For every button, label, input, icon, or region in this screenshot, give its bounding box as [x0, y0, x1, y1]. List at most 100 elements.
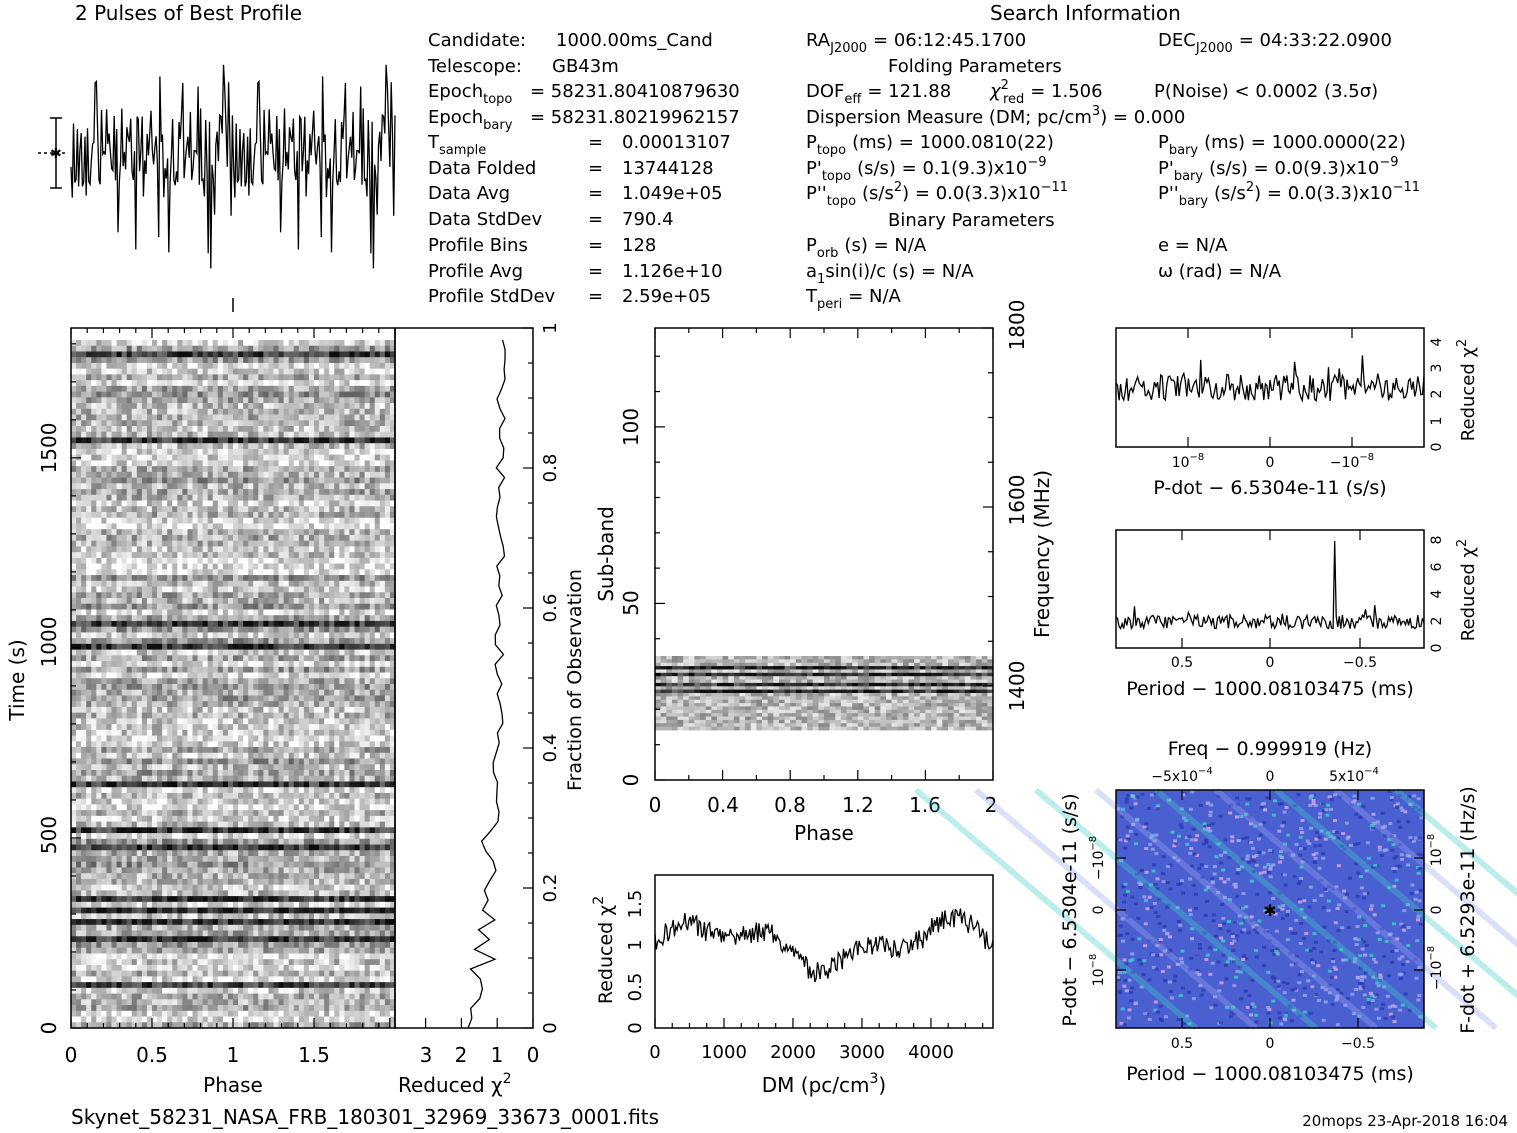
- greyscale-cell: [131, 385, 138, 392]
- greyscale-cell: [76, 345, 82, 352]
- greyscale-cell: [298, 764, 305, 771]
- greyscale-cell: [253, 729, 259, 736]
- greyscale-cell: [111, 426, 117, 433]
- greyscale-cell: [207, 534, 214, 542]
- data-std-label: Data StdDev: [428, 209, 543, 230]
- greyscale-cell: [243, 483, 249, 490]
- greyscale-cell: [268, 764, 274, 771]
- greyscale-cell: [91, 540, 97, 547]
- greyscale-cell: [197, 758, 204, 765]
- greyscale-cell: [374, 580, 381, 587]
- greyscale-cell: [227, 620, 234, 628]
- greyscale-cell: [126, 580, 133, 587]
- greyscale-cell: [76, 764, 82, 771]
- greyscale-cell: [76, 775, 82, 782]
- greyscale-cell: [131, 374, 138, 381]
- greyscale-cell: [263, 655, 269, 662]
- greyscale-cell: [379, 643, 386, 650]
- greyscale-cell: [162, 609, 168, 616]
- greyscale-cell: [369, 729, 376, 736]
- greyscale-cell: [253, 724, 259, 731]
- greyscale-cell: [354, 385, 360, 392]
- greyscale-cell: [263, 517, 269, 524]
- greyscale-cell: [222, 466, 229, 473]
- greyscale-cell: [76, 575, 82, 582]
- greyscale-cell: [303, 374, 310, 381]
- greyscale-cell: [111, 557, 117, 564]
- greyscale-cell: [273, 489, 279, 496]
- greyscale-cell: [217, 506, 224, 513]
- greyscale-cell: [217, 357, 224, 364]
- greyscale-cell: [263, 701, 269, 708]
- greyscale-cell: [263, 632, 269, 639]
- greyscale-cell: [364, 598, 371, 605]
- greyscale-cell: [136, 706, 143, 714]
- greyscale-cell: [379, 592, 386, 599]
- greyscale-cell: [177, 403, 183, 410]
- greyscale-cell: [202, 494, 209, 501]
- greyscale-cell: [314, 517, 320, 524]
- greyscale-cell: [253, 437, 259, 444]
- greyscale-cell: [96, 483, 102, 490]
- greyscale-cell: [238, 454, 244, 461]
- greyscale-cell: [101, 620, 107, 628]
- greyscale-cell: [349, 414, 355, 421]
- greyscale-cell: [364, 397, 371, 404]
- greyscale-cell: [384, 448, 391, 456]
- greyscale-cell: [308, 385, 315, 392]
- greyscale-cell: [182, 523, 188, 530]
- greyscale-cell: [288, 695, 295, 702]
- greyscale-cell: [192, 609, 198, 616]
- greyscale-cell: [152, 712, 158, 719]
- greyscale-cell: [172, 729, 178, 736]
- greyscale-cell: [298, 477, 305, 484]
- greyscale-cell: [157, 368, 163, 375]
- greyscale-cell: [76, 403, 82, 410]
- greyscale-cell: [76, 695, 82, 702]
- greyscale-cell: [81, 523, 87, 530]
- greyscale-cell: [233, 529, 239, 536]
- greyscale-cell: [268, 517, 274, 524]
- greyscale-cell: [283, 529, 290, 536]
- greyscale-cell: [243, 678, 249, 685]
- greyscale-cell: [273, 512, 279, 519]
- greyscale-cell: [298, 626, 305, 633]
- greyscale-cell: [369, 575, 376, 582]
- greyscale-cell: [253, 689, 259, 696]
- greyscale-cell: [192, 712, 198, 719]
- greyscale-cell: [263, 414, 269, 421]
- greyscale-cell: [126, 712, 133, 719]
- greyscale-cell: [86, 689, 92, 696]
- greyscale-cell: [258, 494, 264, 501]
- greyscale-cell: [349, 362, 355, 370]
- greyscale-cell: [81, 540, 87, 547]
- greyscale-cell: [308, 357, 315, 364]
- greyscale-cell: [187, 517, 193, 524]
- greyscale-cell: [314, 729, 320, 736]
- greyscale-cell: [131, 471, 138, 478]
- greyscale-cell: [248, 454, 254, 461]
- greyscale-cell: [344, 340, 350, 347]
- greyscale-cell: [152, 374, 158, 381]
- greyscale-cell: [111, 448, 117, 456]
- greyscale-cell: [146, 546, 153, 553]
- greyscale-cell: [177, 362, 183, 370]
- greyscale-cell: [258, 345, 264, 352]
- greyscale-cell: [167, 770, 173, 777]
- greyscale-cell: [319, 620, 325, 628]
- greyscale-cell: [146, 701, 153, 708]
- greyscale-cell: [329, 362, 335, 370]
- greyscale-cell: [359, 357, 366, 364]
- greyscale-cell: [298, 747, 305, 754]
- greyscale-cell: [324, 477, 330, 484]
- greyscale-cell: [126, 649, 133, 656]
- greyscale-cell: [187, 752, 193, 759]
- greyscale-cell: [334, 391, 340, 398]
- greyscale-cell: [369, 500, 376, 507]
- greyscale-cell: [162, 718, 168, 725]
- greyscale-cell: [197, 770, 204, 777]
- greyscale-cell: [207, 466, 214, 473]
- greyscale-cell: [91, 643, 97, 650]
- greyscale-cell: [258, 666, 264, 673]
- greyscale-cell: [71, 695, 77, 702]
